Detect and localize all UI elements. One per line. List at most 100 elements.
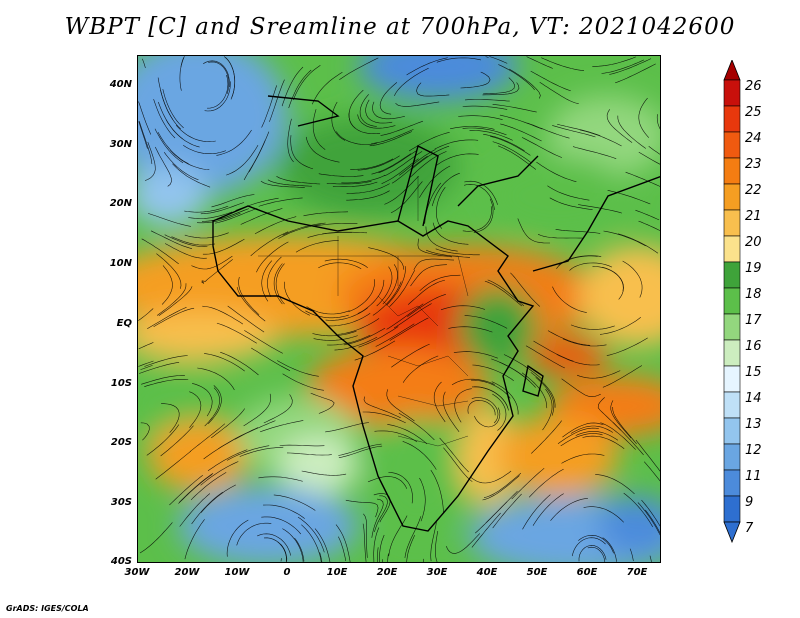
streamline <box>154 128 184 164</box>
streamline <box>394 67 429 97</box>
streamline <box>138 121 148 149</box>
streamline <box>207 449 248 472</box>
streamline <box>425 249 471 258</box>
streamline <box>557 427 599 445</box>
streamline <box>450 126 495 130</box>
streamline <box>434 530 439 562</box>
streamline <box>561 378 601 398</box>
streamline <box>395 101 440 107</box>
streamline <box>638 220 660 231</box>
streamline <box>498 64 535 91</box>
streamline <box>303 211 349 217</box>
streamline <box>537 234 583 239</box>
streamline <box>191 255 233 270</box>
colorbar-label-9: 9 <box>745 495 754 510</box>
colorbar-cell <box>723 391 741 419</box>
streamline <box>338 445 383 458</box>
streamline <box>250 231 289 257</box>
colorbar-label-12: 12 <box>745 443 762 458</box>
streamline <box>359 94 377 127</box>
streamline <box>160 425 194 457</box>
streamline <box>363 396 401 419</box>
streamline <box>294 537 305 562</box>
colorbar-cell <box>723 209 741 237</box>
streamline <box>419 274 461 292</box>
streamline <box>407 294 446 317</box>
streamline <box>319 552 323 562</box>
streamline <box>275 263 285 305</box>
streamline <box>153 307 195 327</box>
streamline <box>164 234 208 247</box>
map-plot-area <box>137 55 661 563</box>
streamline <box>338 443 382 456</box>
streamline <box>138 342 154 350</box>
streamline <box>138 101 152 135</box>
streamline <box>324 258 368 268</box>
country-borders <box>258 176 469 447</box>
streamline <box>189 423 226 452</box>
streamline <box>164 243 207 259</box>
streamline <box>517 218 550 244</box>
streamline <box>483 472 522 498</box>
lon-label-60e: 60E <box>576 567 598 578</box>
streamline <box>595 474 635 495</box>
streamline <box>203 60 230 88</box>
streamline <box>254 216 297 235</box>
streamline <box>386 266 406 306</box>
streamline <box>202 238 245 255</box>
streamline <box>331 101 346 141</box>
streamline <box>530 70 571 92</box>
streamline <box>377 547 379 562</box>
streamline <box>462 206 492 232</box>
streamline <box>306 306 350 315</box>
streamline <box>259 420 304 433</box>
streamline <box>346 190 390 201</box>
streamline <box>430 469 444 513</box>
streamline <box>382 264 398 305</box>
streamline <box>256 241 289 273</box>
colorbar-label-19: 19 <box>745 261 762 276</box>
streamline <box>436 57 481 63</box>
streamline <box>406 534 415 562</box>
streamline <box>154 146 172 187</box>
streamline <box>388 515 408 557</box>
streamline <box>521 372 548 409</box>
streamline <box>492 104 537 113</box>
streamline <box>526 56 553 69</box>
streamline <box>446 533 481 554</box>
streamline <box>301 470 347 476</box>
streamline <box>311 71 343 105</box>
streamline <box>638 151 660 165</box>
streamline <box>622 260 643 298</box>
streamline <box>297 516 325 553</box>
colorbar-label-25: 25 <box>745 105 762 120</box>
streamline <box>471 397 499 424</box>
streamline <box>617 115 646 149</box>
streamline <box>462 127 507 136</box>
streamline <box>473 198 494 233</box>
streamline <box>211 194 255 208</box>
streamline <box>225 57 236 100</box>
streamline <box>146 424 180 456</box>
streamline <box>339 57 379 81</box>
lat-label-40s: 40S <box>110 556 132 567</box>
streamline <box>393 303 432 329</box>
streamline <box>435 248 480 256</box>
streamline <box>448 326 493 333</box>
streamline <box>532 493 564 526</box>
colorbar-cell <box>723 157 741 185</box>
streamline <box>373 527 380 562</box>
streamline <box>482 82 520 96</box>
streamline <box>244 330 283 354</box>
streamline <box>436 187 446 229</box>
streamline <box>369 131 413 147</box>
streamline <box>140 365 153 370</box>
colorbar-label-14: 14 <box>745 391 762 406</box>
lon-label-20w: 20W <box>174 567 200 578</box>
streamline <box>147 307 187 329</box>
streamline <box>375 323 415 347</box>
lat-label-30s: 30S <box>110 497 132 508</box>
streamline <box>643 461 660 482</box>
streamline <box>603 230 646 247</box>
streamline <box>267 256 282 298</box>
